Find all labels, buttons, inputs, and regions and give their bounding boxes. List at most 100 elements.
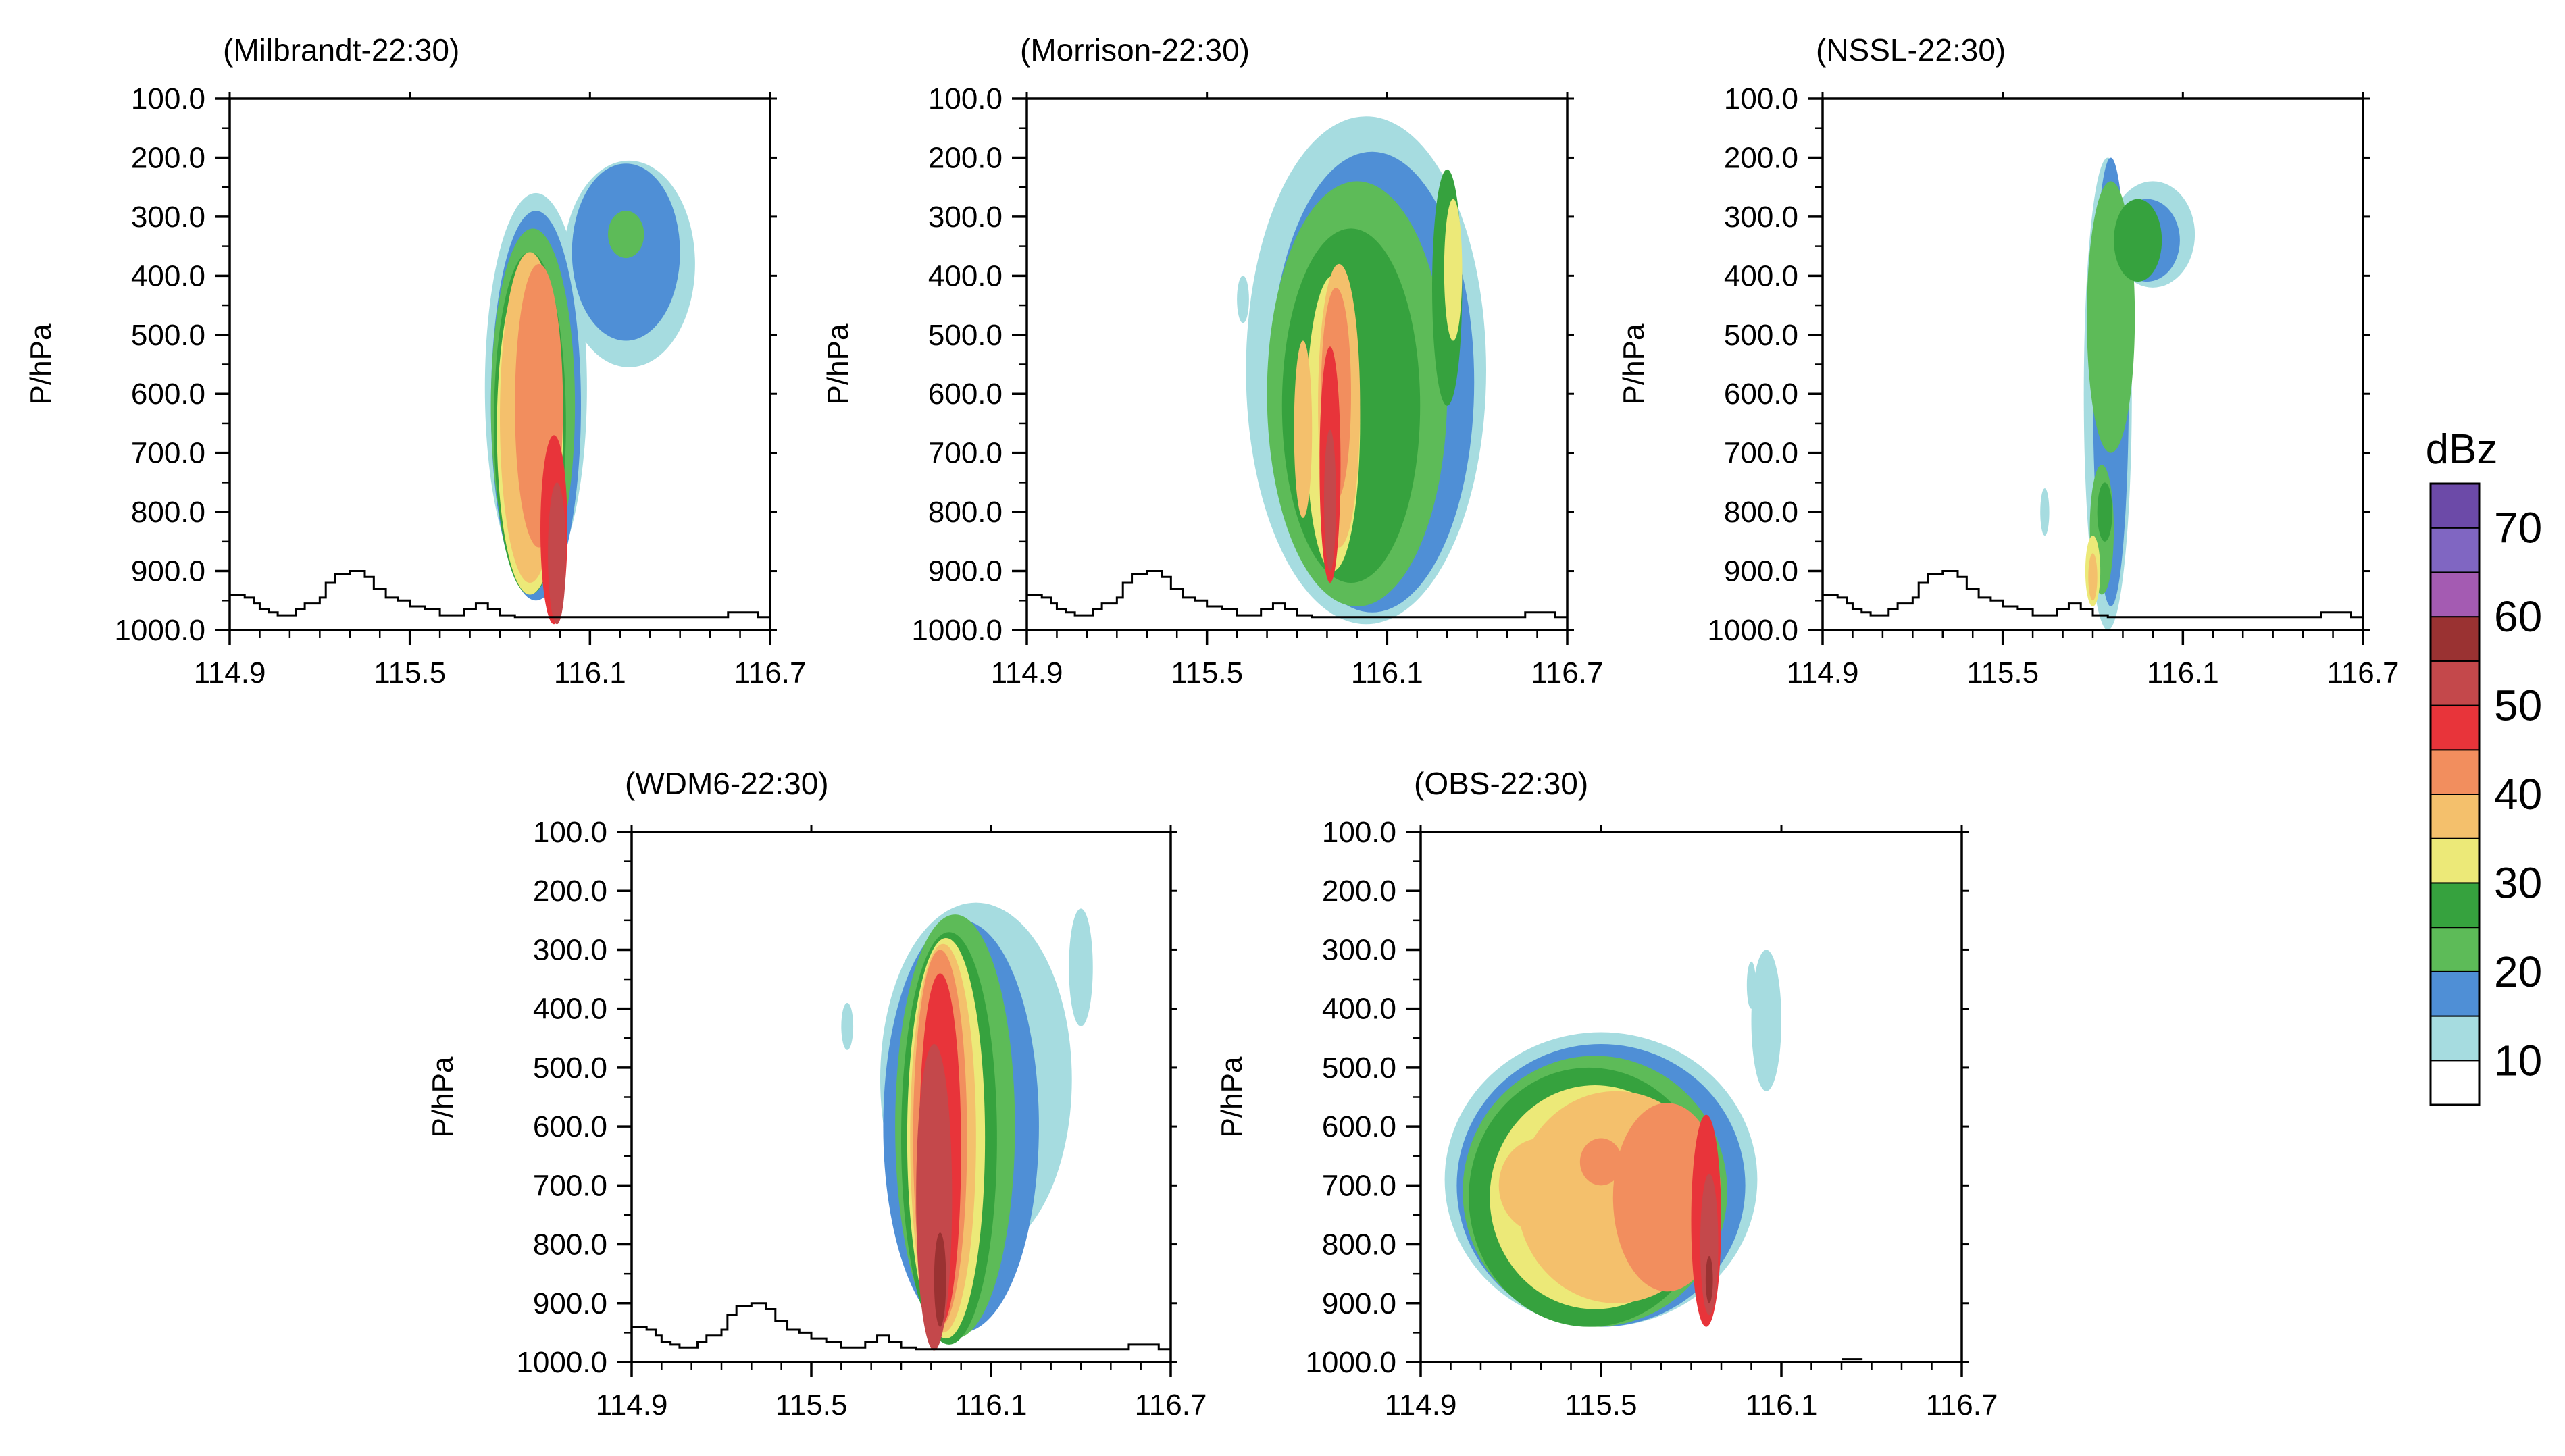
x-tick-label: 116.7 (734, 656, 807, 690)
y-tick-label: 100.0 (533, 816, 607, 849)
colorbar: 10 20 30 40 50 60 70 dBz (2426, 426, 2542, 1106)
panel-title: (Milbrandt-22:30) (223, 32, 459, 68)
panel-2: 100.0 200.0 300.0 400.0 500.0 600.0 700.0 800.0… (1617, 32, 2399, 690)
contour-band (2097, 482, 2112, 542)
reflectivity-field (484, 160, 695, 625)
y-tick-label: 1000.0 (1305, 1346, 1396, 1379)
reflectivity-field (1444, 950, 1781, 1327)
terrain-line (632, 1302, 1171, 1351)
y-tick-label: 200.0 (928, 141, 1002, 174)
colorbar-label: 50 (2494, 681, 2542, 730)
y-tick-label: 200.0 (1322, 875, 1396, 908)
y-tick-label: 800.0 (533, 1228, 607, 1262)
contour-band (1324, 429, 1336, 571)
panel-4: 100.0 200.0 300.0 400.0 500.0 600.0 700.0 800.0… (1215, 766, 1998, 1422)
y-tick-label: 600.0 (928, 378, 1002, 411)
x-tick-label: 114.9 (596, 1388, 668, 1422)
y-tick-label: 100.0 (928, 82, 1002, 115)
y-tick-label: 500.0 (928, 319, 1002, 352)
contour-band (841, 1002, 854, 1050)
y-tick-label: 200.0 (131, 141, 205, 174)
y-tick-label: 500.0 (1724, 319, 1798, 352)
y-tick-label: 300.0 (928, 201, 1002, 234)
contour-band (1705, 1256, 1713, 1303)
colorbar-frame (2429, 482, 2481, 1106)
y-tick-label: 900.0 (131, 555, 205, 588)
contour-band (2114, 199, 2162, 282)
x-tick-label: 115.5 (1966, 656, 2039, 690)
y-tick-label: 600.0 (1322, 1110, 1396, 1143)
y-tick-label: 400.0 (1724, 259, 1798, 292)
colorbar-swatch (2430, 1060, 2480, 1106)
panel-title: (NSSL-22:30) (1816, 32, 2006, 68)
colorbar-swatch (2430, 571, 2480, 618)
contour-band (1444, 199, 1463, 341)
y-axis-label: P/hPa (426, 1056, 459, 1137)
contour-band (1237, 276, 1249, 323)
x-tick-label: 116.7 (1926, 1388, 1998, 1422)
y-tick-label: 200.0 (533, 875, 607, 908)
colorbar-label: 70 (2494, 504, 2542, 552)
y-tick-label: 300.0 (1322, 933, 1396, 966)
contour-band (1294, 340, 1313, 518)
colorbar-swatch (2430, 882, 2480, 929)
y-tick-label: 400.0 (131, 259, 205, 292)
y-tick-label: 500.0 (1322, 1051, 1396, 1085)
y-tick-label: 900.0 (928, 555, 1002, 588)
x-tick-label: 115.5 (1171, 656, 1243, 690)
colorbar-swatch (2430, 837, 2480, 884)
y-tick-label: 400.0 (1322, 993, 1396, 1026)
contour-band (916, 1044, 953, 1351)
y-axis-label: P/hPa (24, 323, 57, 405)
y-tick-label: 700.0 (131, 437, 205, 470)
colorbar-swatch (2430, 927, 2480, 972)
y-tick-label: 800.0 (131, 496, 205, 529)
colorbar-swatch (2430, 970, 2480, 1017)
x-tick-label: 116.1 (1351, 656, 1423, 690)
terrain-line (1027, 570, 1567, 619)
colorbar-swatch (2430, 749, 2480, 796)
y-axis-label: P/hPa (821, 323, 855, 405)
y-tick-label: 400.0 (533, 993, 607, 1026)
colorbar-swatch (2430, 1015, 2480, 1062)
x-tick-label: 114.9 (1385, 1388, 1457, 1422)
panel-title: (Morrison-22:30) (1020, 32, 1250, 68)
y-tick-label: 1000.0 (1707, 614, 1798, 647)
y-tick-label: 900.0 (1322, 1287, 1396, 1320)
contour-band (548, 482, 566, 625)
y-axis-label: P/hPa (1617, 323, 1650, 405)
panel-1: 100.0 200.0 300.0 400.0 500.0 600.0 700.0 800.0… (821, 32, 1603, 690)
colorbar-swatch (2430, 704, 2480, 751)
y-tick-label: 300.0 (533, 933, 607, 966)
panel-title: (OBS-22:30) (1414, 766, 1588, 801)
y-tick-label: 600.0 (1724, 378, 1798, 411)
x-tick-label: 114.9 (194, 656, 266, 690)
y-tick-label: 800.0 (1724, 496, 1798, 529)
x-tick-label: 116.7 (1531, 656, 1604, 690)
reflectivity-field (841, 902, 1093, 1351)
x-tick-label: 116.7 (1135, 1388, 1207, 1422)
contour-band (608, 211, 644, 259)
colorbar-swatch (2430, 616, 2480, 662)
x-tick-label: 116.1 (1746, 1388, 1818, 1422)
x-tick-label: 114.9 (991, 656, 1063, 690)
colorbar-swatch (2430, 660, 2480, 706)
y-tick-label: 800.0 (928, 496, 1002, 529)
x-tick-label: 115.5 (776, 1388, 848, 1422)
x-tick-label: 116.1 (2147, 656, 2219, 690)
x-tick-label: 115.5 (1565, 1388, 1637, 1422)
y-tick-label: 600.0 (533, 1110, 607, 1143)
y-axis-label: P/hPa (1215, 1056, 1248, 1137)
terrain-line (230, 570, 770, 619)
colorbar-swatch (2430, 527, 2480, 573)
reflectivity-field (2040, 157, 2195, 630)
x-tick-label: 116.1 (955, 1388, 1027, 1422)
x-tick-label: 116.7 (2327, 656, 2399, 690)
y-tick-label: 900.0 (1724, 555, 1798, 588)
contour-band (1579, 1138, 1623, 1186)
y-tick-label: 1000.0 (911, 614, 1002, 647)
y-tick-label: 300.0 (131, 201, 205, 234)
panels: 100.0 200.0 300.0 400.0 500.0 600.0 700.0 800.0… (24, 32, 2399, 1422)
y-tick-label: 1000.0 (516, 1346, 607, 1379)
